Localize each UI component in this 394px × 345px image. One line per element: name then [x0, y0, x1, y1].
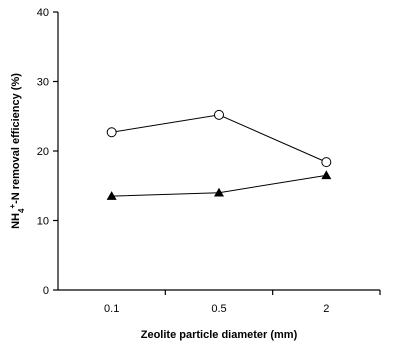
y-tick-label: 40 — [37, 7, 49, 19]
data-point-circle — [321, 157, 332, 168]
y-axis-label: NH4+-N removal efficiency (%) — [8, 73, 26, 229]
y-ticks: 0 10 20 30 40 — [37, 7, 58, 297]
data-point-circle — [106, 127, 117, 138]
data-point-triangle — [214, 187, 224, 197]
series-line — [111, 114, 327, 163]
series-layer — [106, 109, 332, 200]
series-2 — [106, 170, 332, 200]
y-tick-label: 0 — [43, 285, 49, 297]
x-ticks: 0.1 0.5 2 — [104, 290, 381, 315]
data-point-triangle — [106, 191, 117, 200]
y-tick-label: 20 — [37, 146, 49, 158]
x-tick-label: 0.5 — [211, 303, 226, 315]
axes — [57, 12, 380, 291]
x-tick-label: 0.1 — [104, 303, 119, 315]
x-tick-label: 2 — [323, 303, 329, 315]
x-axis-label: Zeolite particle diameter (mm) — [141, 329, 298, 341]
data-point-triangle — [321, 170, 332, 180]
y-tick-label: 10 — [37, 216, 49, 228]
series-1 — [106, 109, 332, 168]
data-point-circle — [214, 109, 224, 120]
y-tick-label: 30 — [37, 77, 49, 89]
